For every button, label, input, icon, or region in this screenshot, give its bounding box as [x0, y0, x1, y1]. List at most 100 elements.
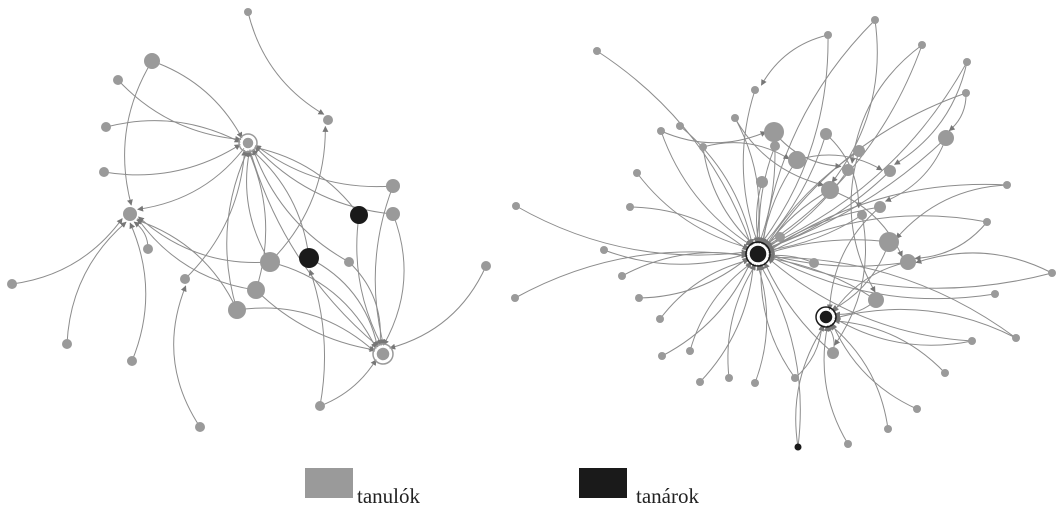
right-student-node-23: [1003, 181, 1011, 189]
edge-left-b-2: [130, 223, 146, 361]
edge-left-a-9: [185, 150, 245, 279]
edge-left-b-0: [12, 219, 122, 284]
left-teacher-node-12: [350, 206, 368, 224]
right-student-node-31: [657, 127, 665, 135]
right-inner-student-4: [842, 164, 854, 176]
left-student-node-16: [228, 301, 246, 319]
right-student-node-33: [699, 143, 707, 151]
left-student-node-7: [127, 356, 137, 366]
legend-teacher-label: tanárok: [636, 484, 699, 509]
right-student-node-18: [913, 405, 921, 413]
right-student-node-17: [884, 425, 892, 433]
left-student-node-9: [315, 401, 325, 411]
right-student-node-3: [600, 246, 608, 254]
edge-right-x-18: [835, 215, 866, 345]
left-student-node-14: [260, 252, 280, 272]
edge-left-c-9: [320, 360, 376, 406]
right-teacher-hub-2: [819, 310, 833, 324]
right-student-node-26: [918, 41, 926, 49]
right-teacher-node-15: [795, 444, 802, 451]
right-student-node-4: [626, 203, 634, 211]
edge-right-ego-1: [516, 206, 747, 255]
edge-right-t2-9: [835, 309, 1016, 338]
edge-left-a-12: [255, 147, 393, 214]
right-student-node-1: [512, 202, 520, 210]
right-inner-student-8: [884, 165, 896, 177]
right-student-node-32: [676, 122, 684, 130]
right-student-node-10: [686, 347, 694, 355]
right-student-node-14: [791, 374, 799, 382]
edge-left-b-1: [67, 222, 126, 344]
left-student-node-6: [62, 339, 72, 349]
right-inner-student-15: [756, 176, 768, 188]
right-inner-student-17: [770, 141, 780, 151]
right-student-node-19: [941, 369, 949, 377]
right-inner-student-2: [820, 128, 832, 140]
left-hub-c-student: [376, 347, 390, 361]
edge-left-a-1: [118, 80, 241, 140]
edge-left-c-8: [237, 308, 374, 351]
right-student-node-8: [656, 315, 664, 323]
edge-right-x-10: [797, 155, 882, 170]
right-inner-student-10: [900, 254, 916, 270]
edge-left-b-4: [125, 61, 152, 205]
right-student-node-22: [991, 290, 999, 298]
left-hub-b-student: [123, 207, 137, 221]
left-student-node-11: [386, 207, 400, 221]
edge-left-b-7: [139, 217, 270, 263]
left-student-node-19: [344, 257, 354, 267]
right-student-node-16: [844, 440, 852, 448]
right-student-node-6: [618, 272, 626, 280]
right-inner-student-14: [827, 347, 839, 359]
left-student-node-0: [244, 8, 252, 16]
right-student-node-12: [725, 374, 733, 382]
right-student-node-20: [968, 337, 976, 345]
right-inner-student-3: [821, 181, 839, 199]
edge-right-x-0: [895, 62, 967, 164]
legend-student-swatch: [305, 468, 353, 498]
edge-right-ego-0: [597, 51, 751, 245]
left-hub-student: [242, 137, 254, 149]
right-student-node-5: [633, 169, 641, 177]
edge-left-d-0: [248, 12, 324, 114]
right-inner-student-12: [938, 130, 954, 146]
left-student-node-17: [180, 274, 190, 284]
left-student-node-3: [101, 122, 111, 132]
right-student-node-13: [751, 379, 759, 387]
edge-left-d-1: [270, 126, 325, 262]
left-hub-d-student: [323, 115, 333, 125]
right-inner-student-7: [874, 201, 886, 213]
edge-left-x-0: [174, 286, 200, 427]
right-student-node-9: [658, 352, 666, 360]
edge-right-t2-3: [834, 321, 945, 373]
right-inner-student-1: [788, 151, 806, 169]
right-student-node-34: [1048, 269, 1056, 277]
left-student-node-18: [143, 244, 153, 254]
left-student-node-2: [113, 75, 123, 85]
left-teacher-node-13: [299, 248, 319, 268]
right-inner-student-6: [857, 210, 867, 220]
right-student-node-24: [963, 58, 971, 66]
right-student-node-25: [962, 89, 970, 97]
edge-right-x-5: [896, 185, 1007, 239]
edge-right-x-15: [661, 131, 766, 143]
right-student-node-7: [635, 294, 643, 302]
legend-student-label: tanulók: [357, 484, 420, 509]
right-student-node-0: [593, 47, 601, 55]
left-student-node-20: [481, 261, 491, 271]
right-student-node-27: [871, 16, 879, 24]
right-student-node-30: [731, 114, 739, 122]
left-student-node-5: [7, 279, 17, 289]
network-left: [7, 8, 491, 432]
right-inner-student-0: [764, 122, 784, 142]
right-student-node-11: [696, 378, 704, 386]
network-right: [511, 16, 1056, 451]
edge-right-x-3: [761, 35, 828, 85]
left-student-node-15: [247, 281, 265, 299]
edge-right-ego-25: [767, 93, 966, 247]
edge-right-x-7: [916, 253, 1052, 273]
right-student-node-35: [983, 218, 991, 226]
edge-left-a-6: [247, 151, 270, 262]
right-teacher-hub: [749, 245, 767, 263]
